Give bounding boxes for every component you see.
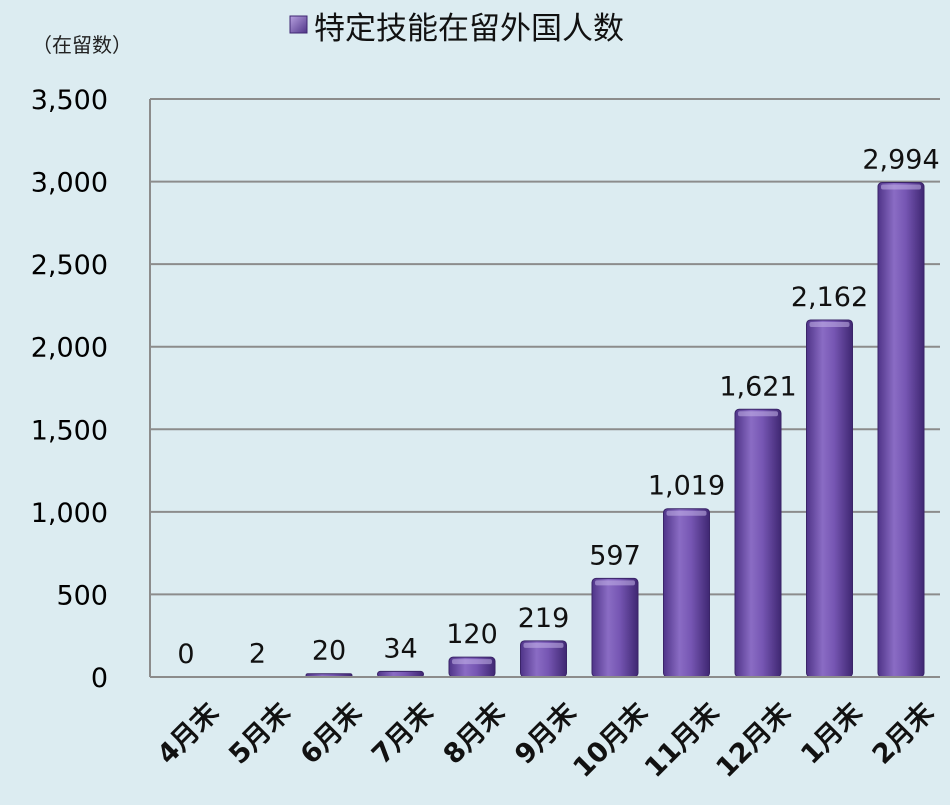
bar [591,577,639,678]
data-label: 2,162 [791,282,868,313]
data-label: 1,621 [719,371,796,402]
data-label: 34 [383,633,417,664]
chart-title: 特定技能在留外国人数 [314,11,624,47]
y-tick-label: 3,500 [31,85,108,116]
data-label: 597 [589,540,641,571]
data-label: 120 [446,619,498,650]
gridlines [150,98,940,596]
bar-highlight [595,580,635,586]
y-tick-label: 1,500 [31,415,108,446]
y-tick-label: 2,500 [31,250,108,281]
data-label: 20 [312,636,346,667]
y-tick-label: 0 [91,663,108,694]
bar [806,319,853,678]
bar-highlight [523,642,564,648]
bar [734,408,782,678]
bar [877,182,925,678]
data-label: 0 [177,639,194,670]
bar-highlight [881,184,921,190]
y-tick-label: 500 [56,580,108,611]
y-axis-ticks: 0 500 1,000 1,500 2,000 2,500 3,000 3,500 [31,85,108,694]
y-tick-label: 3,000 [31,168,108,199]
bar-highlight [738,411,778,417]
y-axis-unit-label: （在留数） [32,33,132,57]
bar-highlight [452,659,492,665]
bar-highlight [666,510,707,516]
data-label: 2,994 [862,145,939,176]
data-label: 2 [249,639,266,670]
data-labels: 0 2 20 34 120 219 597 1,019 1,621 2,162 2,994 [177,145,939,670]
bar-highlight [809,321,850,327]
data-label: 1,019 [648,471,725,502]
data-label: 219 [518,603,570,634]
y-tick-label: 1,000 [31,498,108,529]
bar [663,508,710,678]
legend-swatch [289,15,308,34]
y-tick-label: 2,000 [31,333,108,364]
